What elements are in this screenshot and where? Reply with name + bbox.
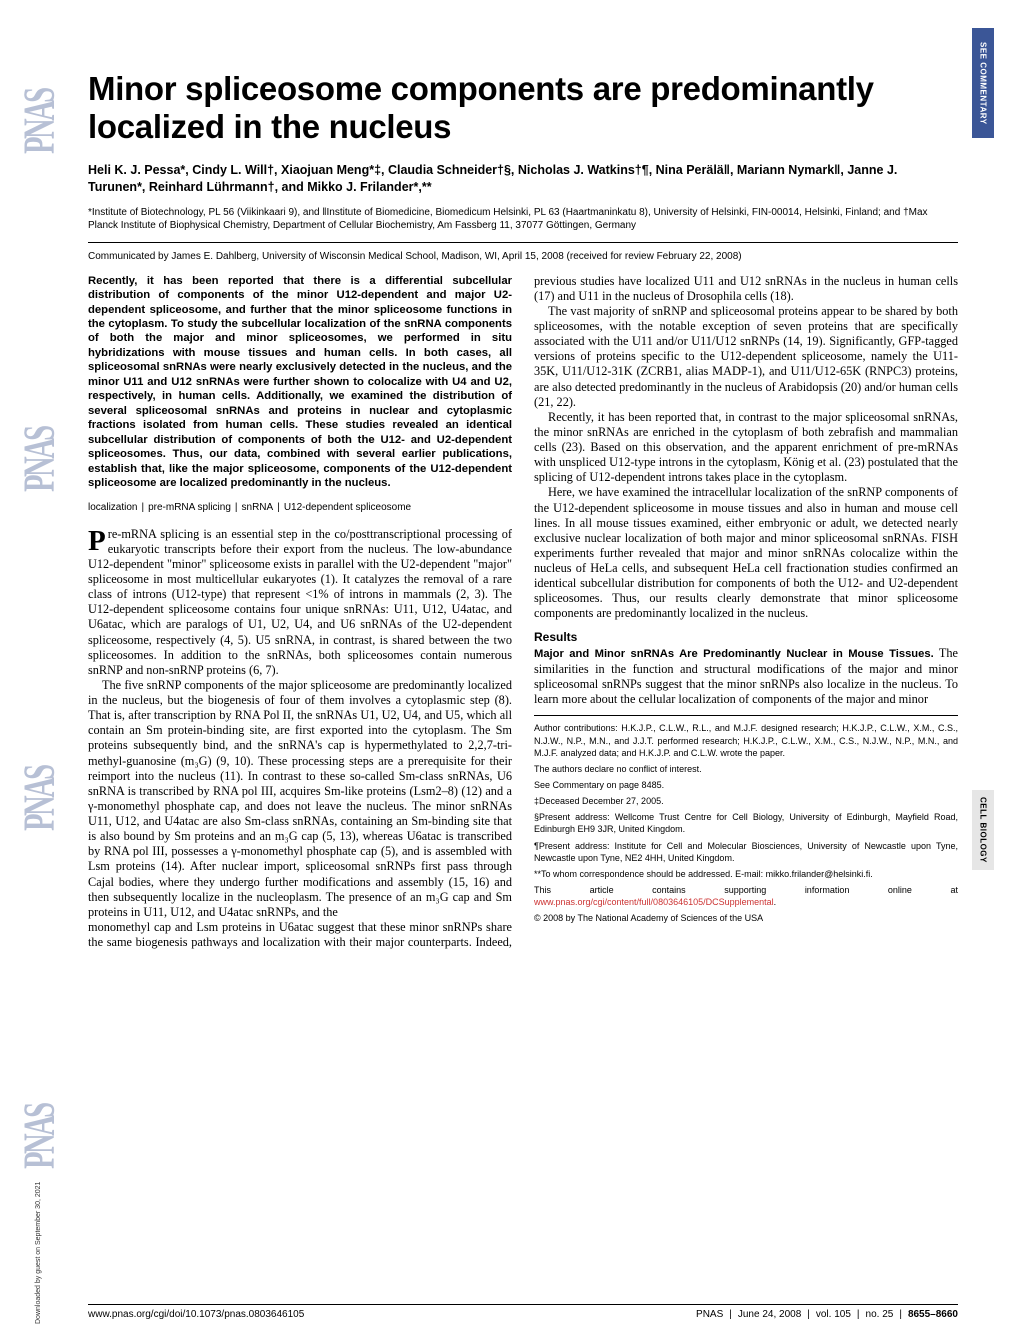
- correspondence: **To whom correspondence should be addre…: [534, 868, 958, 880]
- conflict-of-interest: The authors declare no conflict of inter…: [534, 763, 958, 775]
- footer-journal: PNAS: [696, 1309, 723, 1320]
- author-list: Heli K. J. Pessa*, Cindy L. Will†, Xiaoj…: [88, 162, 958, 196]
- keywords-line: localization|pre-mRNA splicing|snRNA|U12…: [88, 502, 512, 514]
- pnas-logo: PNAS: [21, 1136, 56, 1169]
- keyword: pre-mRNA splicing: [148, 502, 231, 513]
- footer-doi: www.pnas.org/cgi/doi/10.1073/pnas.080364…: [88, 1309, 304, 1320]
- body-paragraph: Recently, it has been reported that, in …: [534, 410, 958, 486]
- run-in-heading: Major and Minor snRNAs Are Predominantly…: [534, 648, 934, 660]
- copyright: © 2008 by The National Academy of Scienc…: [534, 912, 958, 924]
- download-note: Downloaded by guest on September 30, 202…: [35, 1182, 42, 1324]
- supporting-info-link[interactable]: www.pnas.org/cgi/content/full/0803646105…: [534, 897, 774, 907]
- section-heading-results: Results: [534, 630, 958, 645]
- body-paragraph: Here, we have examined the intracellular…: [534, 485, 958, 621]
- pnas-logo: PNAS: [21, 121, 56, 154]
- keyword: U12-dependent spliceosome: [284, 502, 411, 513]
- rule: [88, 242, 958, 243]
- footer-citation: PNAS|June 24, 2008|vol. 105|no. 25|8655–…: [696, 1309, 958, 1320]
- see-commentary-tab: SEE COMMENTARY: [972, 28, 994, 138]
- author-contributions: Author contributions: H.K.J.P., C.L.W., …: [534, 722, 958, 758]
- pnas-logo: PNAS: [21, 460, 56, 493]
- footer-no: no. 25: [866, 1309, 894, 1320]
- footer-date: June 24, 2008: [738, 1309, 801, 1320]
- present-address-2: ¶Present address: Institute for Cell and…: [534, 840, 958, 864]
- article-page: Minor spliceosome components are predomi…: [88, 35, 958, 950]
- footnote-rule: [534, 715, 958, 716]
- footer-vol: vol. 105: [816, 1309, 851, 1320]
- keyword: snRNA: [242, 502, 274, 513]
- si-suffix: .: [774, 897, 777, 907]
- communicated-by: Communicated by James E. Dahlberg, Unive…: [88, 251, 958, 262]
- si-prefix: This article contains supporting informa…: [534, 885, 958, 895]
- body-paragraph: The five snRNP components of the major s…: [88, 678, 512, 920]
- affiliations: *Institute of Biotechnology, PL 56 (Viik…: [88, 206, 958, 232]
- para-text: re-mRNA splicing is an essential step in…: [88, 527, 512, 677]
- two-column-body: Recently, it has been reported that ther…: [88, 274, 958, 951]
- see-commentary-note: See Commentary on page 8485.: [534, 779, 958, 791]
- pnas-vertical-brand: PNAS PNAS PNAS PNAS: [14, 120, 64, 1170]
- abstract: Recently, it has been reported that ther…: [88, 274, 512, 491]
- body-paragraph: Major and Minor snRNAs Are Predominantly…: [534, 646, 958, 707]
- footnotes-block: Author contributions: H.K.J.P., C.L.W., …: [534, 722, 958, 924]
- cell-biology-tab: CELL BIOLOGY: [972, 790, 994, 870]
- footer-pages: 8655–8660: [908, 1309, 958, 1320]
- page-footer: www.pnas.org/cgi/doi/10.1073/pnas.080364…: [88, 1304, 958, 1320]
- deceased-note: ‡Deceased December 27, 2005.: [534, 795, 958, 807]
- pnas-logo: PNAS: [21, 798, 56, 831]
- present-address-1: §Present address: Wellcome Trust Centre …: [534, 811, 958, 835]
- dropcap: P: [88, 527, 108, 554]
- body-paragraph: The vast majority of snRNP and spliceoso…: [534, 304, 958, 410]
- body-paragraph: Pre-mRNA splicing is an essential step i…: [88, 527, 512, 678]
- keyword: localization: [88, 502, 137, 513]
- supporting-info: This article contains supporting informa…: [534, 884, 958, 908]
- article-title: Minor spliceosome components are predomi…: [88, 70, 958, 146]
